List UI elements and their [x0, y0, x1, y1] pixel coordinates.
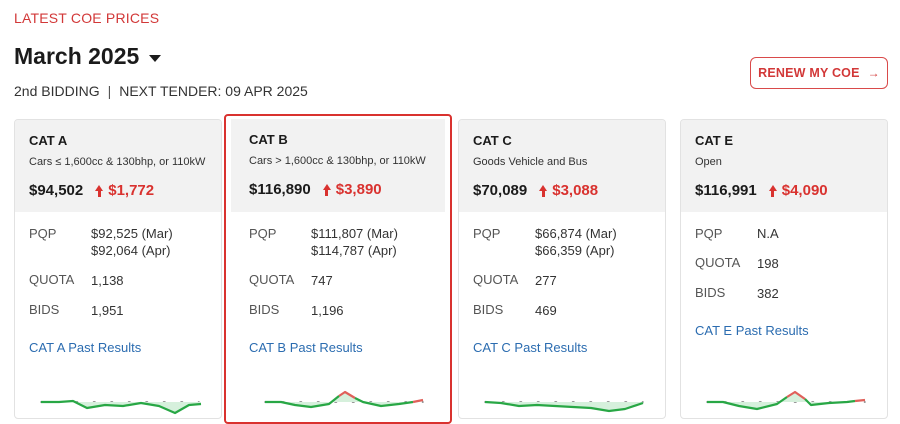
quota-row: QUOTA 747	[249, 272, 436, 289]
pqp-label: PQP	[249, 226, 277, 241]
category-name: CAT C	[473, 133, 512, 148]
pqp-row: PQP $111,807 (Mar) $114,787 (Apr)	[249, 226, 436, 259]
caret-down-icon	[149, 54, 162, 62]
past-results-link[interactable]: CAT A Past Results	[29, 340, 142, 355]
pqp-row: PQP N.A	[695, 226, 873, 242]
category-description: Open	[695, 156, 722, 168]
bids-row: BIDS 1,951	[29, 302, 207, 319]
price-change: $4,090	[768, 182, 828, 199]
pqp-april: $114,787 (Apr)	[311, 243, 397, 258]
renew-coe-button[interactable]: RENEW MY COE →	[750, 57, 888, 89]
pqp-march: $92,525 (Mar)	[91, 226, 173, 241]
coe-card-cat-b[interactable]: CAT B Cars > 1,600cc & 130bhp, or 110kW …	[224, 114, 452, 424]
quota-row: QUOTA 198	[695, 255, 873, 272]
coe-price: $70,089	[473, 182, 528, 199]
card-header: CAT C Goods Vehicle and Bus $70,089 $3,0…	[459, 120, 665, 212]
bidding-separator: |	[107, 83, 112, 99]
card-header: CAT A Cars ≤ 1,600cc & 130bhp, or 110kW …	[15, 120, 221, 212]
arrow-up-icon	[539, 184, 548, 197]
pqp-label: PQP	[29, 226, 57, 241]
month-label: March 2025	[14, 43, 140, 69]
quota-value: 198	[757, 256, 779, 271]
month-selector[interactable]: March 2025	[14, 43, 162, 70]
quota-row: QUOTA 1,138	[29, 272, 207, 289]
next-tender: NEXT TENDER: 09 APR 2025	[119, 83, 308, 99]
renew-coe-label: RENEW MY COE	[758, 66, 860, 80]
coe-price: $116,890	[249, 181, 311, 198]
quota-label: QUOTA	[473, 272, 519, 287]
quota-row: QUOTA 277	[473, 272, 651, 289]
bidding-round: 2nd BIDDING	[14, 83, 100, 99]
bids-label: BIDS	[29, 302, 60, 317]
category-description: Goods Vehicle and Bus	[473, 156, 588, 168]
quota-label: QUOTA	[29, 272, 75, 287]
arrow-up-icon	[95, 184, 104, 197]
bids-row: BIDS 382	[695, 285, 873, 302]
pqp-label: PQP	[473, 226, 501, 241]
past-results-link[interactable]: CAT E Past Results	[695, 323, 809, 338]
price-change: $3,890	[322, 181, 382, 198]
sparkline-chart	[264, 390, 424, 409]
sparkline-chart	[706, 390, 866, 411]
past-results-link[interactable]: CAT B Past Results	[249, 340, 363, 355]
price-change-value: $3,890	[335, 181, 382, 198]
bids-label: BIDS	[473, 302, 504, 317]
bids-value: 382	[757, 286, 779, 301]
coe-card-cat-c[interactable]: CAT C Goods Vehicle and Bus $70,089 $3,0…	[458, 119, 666, 419]
bids-label: BIDS	[695, 285, 726, 300]
card-header: CAT E Open $116,991 $4,090	[681, 120, 887, 212]
price-change: $3,088	[539, 182, 598, 199]
quota-value: 277	[535, 273, 557, 288]
arrow-up-icon	[768, 184, 777, 197]
price-change: $1,772	[95, 182, 154, 199]
bids-value: 469	[535, 303, 557, 318]
card-header: CAT B Cars > 1,600cc & 130bhp, or 110kW …	[231, 119, 445, 212]
price-change-value: $3,088	[552, 182, 599, 199]
pqp-row: PQP $66,874 (Mar) $66,359 (Apr)	[473, 226, 651, 259]
bids-row: BIDS 469	[473, 302, 651, 319]
pqp-april: $92,064 (Apr)	[91, 243, 171, 258]
category-name: CAT E	[695, 133, 734, 148]
coe-price: $116,991	[695, 182, 757, 199]
bidding-info: 2nd BIDDING | NEXT TENDER: 09 APR 2025	[14, 83, 308, 99]
pqp-row: PQP $92,525 (Mar) $92,064 (Apr)	[29, 226, 207, 259]
bids-row: BIDS 1,196	[249, 302, 436, 319]
coe-card-cat-e[interactable]: CAT E Open $116,991 $4,090 PQP N.A QUOTA…	[680, 119, 888, 419]
sparkline-chart	[484, 400, 644, 413]
bids-value: 1,951	[91, 303, 124, 318]
past-results-link[interactable]: CAT C Past Results	[473, 340, 588, 355]
arrow-up-icon	[322, 183, 331, 196]
quota-value: 747	[311, 273, 333, 288]
price-change-value: $4,090	[781, 182, 828, 199]
category-name: CAT A	[29, 133, 68, 148]
quota-label: QUOTA	[249, 272, 295, 287]
category-name: CAT B	[249, 132, 288, 147]
coe-price: $94,502	[29, 182, 84, 199]
category-description: Cars > 1,600cc & 130bhp, or 110kW	[249, 155, 426, 167]
pqp-march: $111,807 (Mar)	[311, 226, 398, 241]
price-change-value: $1,772	[108, 182, 155, 199]
bids-label: BIDS	[249, 302, 280, 317]
pqp-april: $66,359 (Apr)	[535, 243, 615, 258]
category-description: Cars ≤ 1,600cc & 130bhp, or 110kW	[29, 156, 206, 168]
latest-coe-heading: LATEST COE PRICES	[14, 10, 160, 26]
quota-value: 1,138	[91, 273, 124, 288]
arrow-right-icon: →	[867, 66, 880, 80]
bids-value: 1,196	[311, 303, 344, 318]
pqp-march: $66,874 (Mar)	[535, 226, 617, 241]
pqp-value: N.A	[757, 226, 779, 241]
pqp-label: PQP	[695, 226, 723, 241]
quota-label: QUOTA	[695, 255, 741, 270]
sparkline-chart	[40, 399, 202, 415]
coe-card-cat-a[interactable]: CAT A Cars ≤ 1,600cc & 130bhp, or 110kW …	[14, 119, 222, 419]
